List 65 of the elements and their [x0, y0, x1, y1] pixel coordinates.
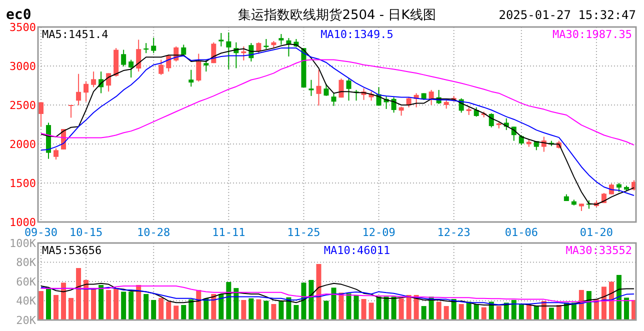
- x-tick-label: 11-11: [212, 226, 246, 239]
- candlestick: [278, 34, 284, 46]
- candlestick: [308, 79, 314, 96]
- x-tick-label: 01-20: [580, 226, 614, 239]
- candlestick: [106, 72, 112, 92]
- x-tick-label: 12-09: [362, 226, 396, 239]
- text: MA5:53656: [42, 244, 102, 257]
- candlestick: [196, 53, 202, 82]
- candlestick: [218, 32, 224, 47]
- y-tick-label: 1000: [10, 216, 36, 229]
- candlestick: [136, 39, 142, 72]
- x-tick-label: 10-15: [69, 226, 103, 239]
- text: MA5:1451.4: [42, 28, 109, 41]
- candlestick: [68, 104, 74, 118]
- candlestick: [346, 78, 352, 102]
- y-tick-label: 2000: [10, 138, 36, 151]
- candlestick: [331, 92, 336, 106]
- x-tick-label: 09-30: [24, 226, 58, 239]
- x-tick-label: 10-28: [137, 226, 170, 239]
- x-tick-label: 01-06: [504, 226, 538, 239]
- series-label: MA10:1349.5: [320, 28, 394, 41]
- line-series: [40, 282, 634, 307]
- y-tick-label: 60K: [16, 275, 36, 288]
- y-tick-label: 2500: [10, 98, 36, 112]
- x-tick-label: 11-25: [287, 226, 320, 239]
- candlestick: [54, 148, 59, 160]
- candlestick: [188, 69, 194, 88]
- text: MA30:33552: [566, 244, 632, 257]
- candlestick: [616, 182, 622, 192]
- text: MA10:46011: [324, 244, 390, 257]
- y-tick-label: 3000: [10, 60, 36, 73]
- candlestick: [84, 81, 89, 102]
- candlestick: [398, 106, 404, 116]
- candlestick: [608, 183, 614, 195]
- x-tick-label: 12-23: [437, 226, 470, 239]
- y-tick-label: 100K: [10, 236, 36, 250]
- candlestick: [324, 83, 329, 96]
- candlestick: [474, 106, 479, 118]
- text: ec0: [6, 7, 32, 23]
- y-tick-label: 40K: [16, 294, 36, 308]
- candlestick: [121, 49, 126, 67]
- candlestick: [444, 98, 449, 110]
- candlestick: [226, 32, 232, 70]
- candlestick: [518, 134, 524, 146]
- candlestick: [204, 59, 209, 72]
- candlestick: [316, 69, 322, 106]
- y-tick-label: 20K: [16, 314, 36, 327]
- text: MA30:1987.35: [552, 28, 632, 41]
- candlestick: [76, 73, 82, 106]
- chart-title: 集运指数欧线期货2504 - 日K线图: [238, 8, 436, 23]
- line-series: [40, 286, 634, 306]
- candlestick: [151, 37, 156, 54]
- y-tick-label: 80K: [16, 256, 36, 270]
- candlestick: [158, 59, 164, 76]
- candlestick: [128, 59, 134, 78]
- candlestick: [428, 89, 434, 106]
- candlestick: [264, 38, 269, 50]
- candlestick: [256, 42, 262, 54]
- line-series: [40, 286, 634, 302]
- line-series: [40, 59, 634, 146]
- y-tick-label: 1500: [10, 176, 36, 190]
- text: 2025-01-27 15:32:47: [498, 8, 636, 22]
- candlestick: [211, 42, 216, 64]
- y-tick-label: 3500: [10, 20, 36, 34]
- candlestick: [91, 71, 96, 88]
